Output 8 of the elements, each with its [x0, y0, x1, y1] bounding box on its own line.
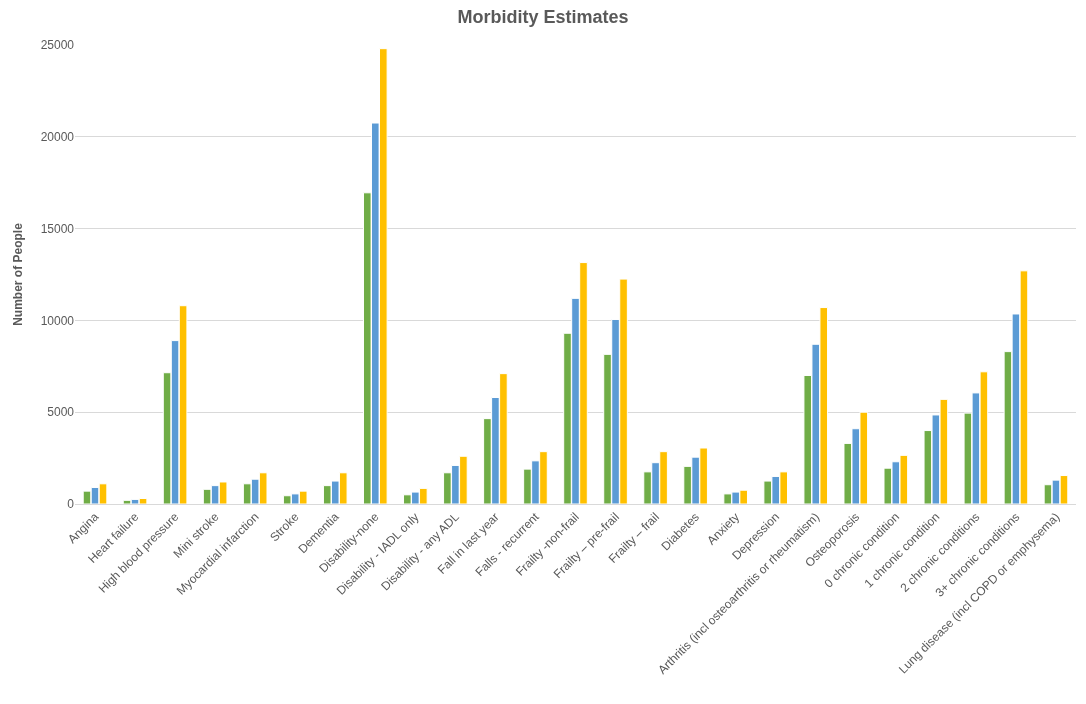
- y-tick-label: 5000: [47, 405, 75, 420]
- y-tick-label: 10000: [40, 313, 75, 328]
- chart-title: Morbidity Estimates: [457, 7, 629, 28]
- y-tick-label: 20000: [40, 130, 75, 144]
- y-axis-title: Number of People: [10, 222, 25, 326]
- y-tick-label: 0: [67, 497, 75, 512]
- y-tick-label: 15000: [40, 221, 75, 236]
- y-tick-label: 25000: [40, 38, 75, 53]
